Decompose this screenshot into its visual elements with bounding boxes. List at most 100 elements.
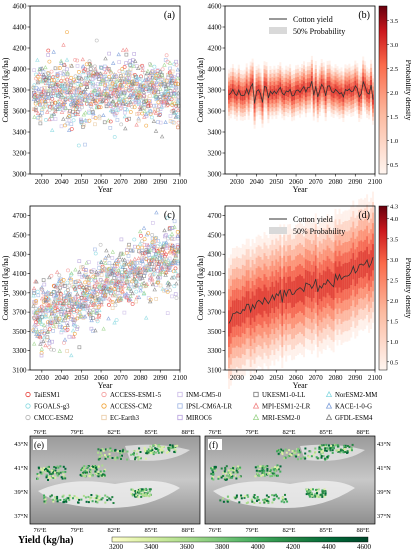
scatter-point bbox=[156, 90, 160, 95]
scatter-point bbox=[120, 251, 126, 256]
yield-pixel bbox=[336, 449, 338, 452]
x-tick-label: 2060 bbox=[289, 374, 304, 382]
scatter-point bbox=[69, 271, 74, 276]
scatter-point bbox=[150, 280, 155, 285]
scatter-point bbox=[172, 284, 177, 289]
scatter-point bbox=[81, 273, 86, 278]
yield-pixel bbox=[89, 475, 91, 478]
scatter-point bbox=[133, 95, 139, 100]
yield-pixel bbox=[82, 475, 85, 477]
colorbar-tick-label: 2.5 bbox=[390, 277, 398, 284]
legend-item: KACE-1-0-G bbox=[325, 402, 372, 411]
yield-pixel bbox=[60, 476, 63, 479]
yield-pixel bbox=[281, 498, 284, 501]
scatter-point bbox=[142, 237, 147, 242]
yield-pixel bbox=[139, 451, 142, 453]
scatter-point bbox=[158, 283, 163, 288]
yield-pixel bbox=[88, 499, 91, 502]
scatter-point bbox=[95, 287, 99, 292]
yield-pixel bbox=[143, 492, 146, 495]
yield-pixel bbox=[220, 476, 223, 479]
scatter-point bbox=[162, 288, 166, 293]
yield-pixel bbox=[342, 449, 344, 452]
yield-pixel bbox=[169, 444, 172, 447]
yield-pixel bbox=[143, 446, 146, 449]
scatter-point bbox=[110, 60, 116, 65]
yield-pixel bbox=[210, 467, 212, 470]
yield-pixel bbox=[211, 468, 214, 471]
yield-pixel bbox=[120, 458, 122, 460]
yield-pixel bbox=[94, 471, 97, 474]
scatter-point bbox=[175, 82, 180, 87]
yield-pixel bbox=[343, 448, 345, 450]
legend-label: Cotton yield bbox=[293, 215, 333, 224]
scatter-point bbox=[36, 314, 40, 319]
yield-pixel bbox=[211, 467, 214, 469]
scatter-point bbox=[59, 95, 64, 100]
scatter-point bbox=[91, 329, 95, 333]
scatter-point bbox=[83, 142, 87, 147]
yield-pixel bbox=[308, 494, 311, 497]
scatter-point bbox=[114, 318, 119, 323]
yield-pixel bbox=[142, 489, 145, 492]
legend-item: NorESM2-MM bbox=[325, 390, 377, 399]
scatter-point bbox=[143, 99, 149, 104]
scatter-point bbox=[41, 104, 47, 109]
tarim-basin bbox=[38, 480, 180, 508]
yield-pixel bbox=[229, 472, 232, 475]
scatter-point bbox=[167, 256, 172, 261]
scatter-point bbox=[69, 353, 74, 358]
scatter-point bbox=[92, 274, 98, 279]
yield-pixel bbox=[143, 494, 145, 497]
scatter-point bbox=[87, 78, 93, 83]
scatter-point bbox=[152, 103, 156, 108]
scatter-point bbox=[152, 239, 156, 244]
yield-pixel bbox=[331, 444, 334, 447]
panel-label-box bbox=[33, 439, 47, 450]
scatter-point bbox=[120, 288, 125, 293]
y-tick-label: 4400 bbox=[13, 24, 28, 32]
yield-pixel bbox=[114, 458, 117, 461]
scatter-point bbox=[104, 281, 109, 285]
scatter-point bbox=[154, 235, 159, 240]
x-tick-label: 2040 bbox=[55, 374, 70, 382]
scatter-point bbox=[70, 328, 76, 333]
scatter-point bbox=[142, 256, 146, 261]
scatter-point bbox=[150, 69, 155, 73]
scatter-point bbox=[57, 106, 63, 111]
scatter-point bbox=[91, 115, 96, 119]
yield-pixel bbox=[146, 450, 148, 453]
scatter-point bbox=[174, 59, 178, 64]
yield-pixel bbox=[176, 444, 179, 447]
scatter-point bbox=[122, 65, 127, 69]
yield-pixel bbox=[93, 497, 96, 500]
scatter-point bbox=[56, 66, 60, 70]
yield-pixel bbox=[97, 451, 99, 454]
y-tick-label: 4400 bbox=[208, 24, 223, 32]
yield-pixel bbox=[159, 449, 162, 452]
yield-pixel bbox=[321, 451, 324, 454]
scatter-point bbox=[59, 312, 64, 317]
scatter-point bbox=[77, 311, 81, 315]
legend-item: CMCC-ESM2 bbox=[25, 414, 74, 422]
scatter-point bbox=[115, 118, 120, 122]
scatter-point bbox=[100, 99, 105, 104]
scatter-point bbox=[86, 292, 92, 297]
scatter-point bbox=[88, 67, 93, 71]
yield-pixel bbox=[263, 501, 266, 504]
scatter-point bbox=[112, 276, 117, 280]
yield-pixel bbox=[172, 447, 175, 450]
scatter-point bbox=[62, 99, 68, 104]
yield-pixel bbox=[54, 496, 57, 499]
scatter-point bbox=[93, 116, 98, 120]
yield-pixel bbox=[247, 495, 250, 498]
legend-item: GFDL-ESM4 bbox=[325, 413, 373, 422]
yield-pixel bbox=[84, 496, 87, 499]
legend-label: 50% Probability bbox=[293, 227, 345, 236]
density-column bbox=[314, 265, 317, 292]
yield-pixel bbox=[309, 491, 312, 494]
scatter-point bbox=[90, 309, 96, 314]
scatter-point bbox=[63, 105, 69, 110]
scatter-point bbox=[50, 339, 55, 344]
yield-pixel bbox=[52, 500, 55, 503]
